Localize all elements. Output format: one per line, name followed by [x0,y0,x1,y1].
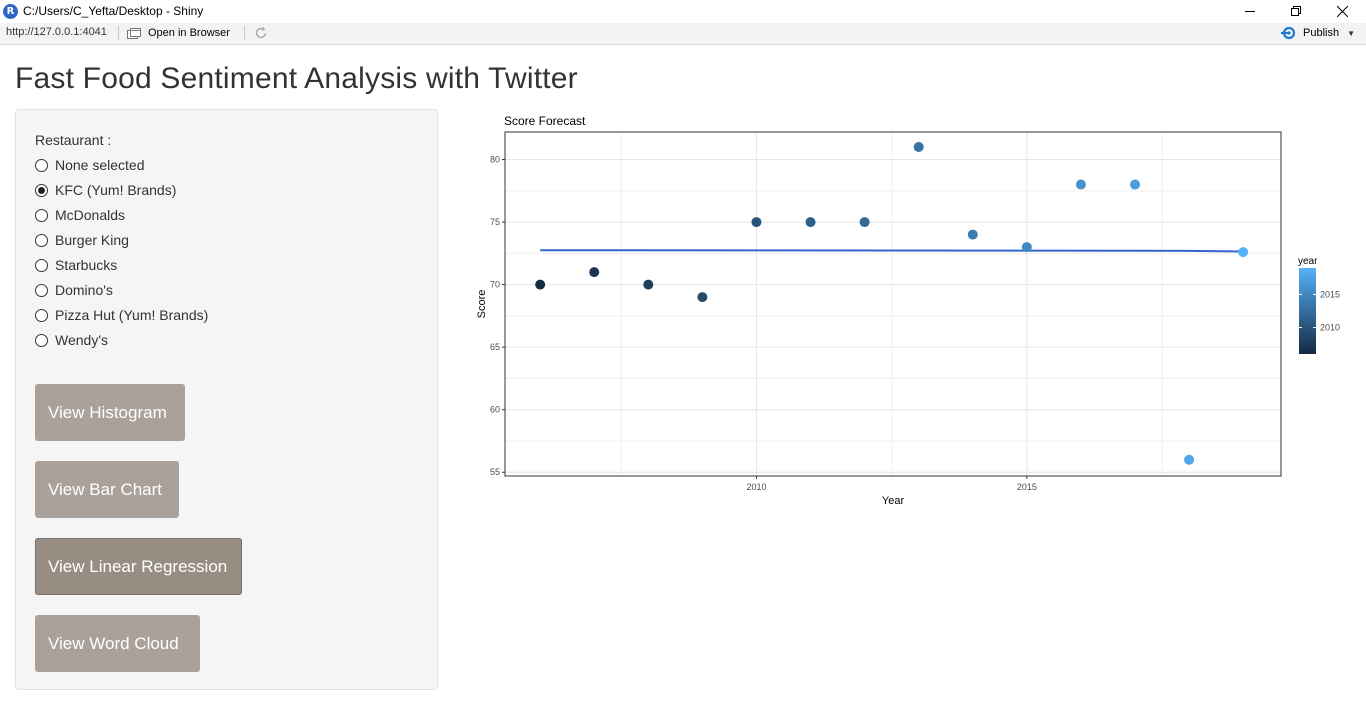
x-tick-label: 2015 [1017,482,1037,492]
open-in-browser-label: Open in Browser [148,27,230,39]
radio-option-burger-king[interactable]: Burger King [35,230,129,250]
browser-window-icon [127,27,141,39]
divider [118,26,119,40]
data-point [643,279,654,290]
radio-button-icon[interactable] [35,208,48,222]
y-tick-label: 70 [490,280,500,290]
radio-button-icon[interactable] [35,333,48,347]
chart-title: Score Forecast [504,114,586,128]
y-tick-label: 60 [490,405,500,415]
radio-button-icon[interactable] [35,283,48,297]
radio-button-icon[interactable] [35,258,48,272]
sidebar-panel: Restaurant : None selected KFC (Yum! Bra… [15,109,438,690]
legend-colorbar [1299,268,1316,354]
y-axis: 55 60 65 70 75 80 [490,155,505,477]
close-icon [1336,6,1348,17]
radio-button-icon[interactable] [35,158,48,172]
restore-icon [1290,6,1301,16]
grid-minor [505,132,1281,476]
minimize-button[interactable] [1227,0,1273,23]
r-logo-icon: R [3,4,18,19]
restaurant-radio-label: Restaurant : [35,132,112,148]
window-titlebar: R C:/Users/C_Yefta/Desktop - Shiny [0,0,1366,23]
publish-button[interactable]: Publish ▼ [1281,26,1355,40]
data-point [859,217,870,228]
data-point [1184,454,1195,465]
minimize-icon [1244,11,1255,12]
x-axis-label: Year [882,495,905,507]
divider [244,26,245,40]
radio-button-icon[interactable] [35,233,48,247]
radio-option-label: Burger King [55,232,129,248]
trend-line [540,249,1244,253]
page-title: Fast Food Sentiment Analysis with Twitte… [15,62,578,95]
radio-option-kfc[interactable]: KFC (Yum! Brands) [35,180,176,200]
data-points [535,142,1249,465]
chevron-down-icon[interactable]: ▼ [1347,28,1355,38]
data-point [913,142,924,153]
radio-option-label: None selected [55,157,145,173]
data-point [1021,242,1032,253]
radio-option-label: McDonalds [55,207,126,223]
radio-option-wendys[interactable]: Wendy's [35,330,108,350]
radio-option-dominos[interactable]: Domino's [35,280,113,300]
score-forecast-chart: Score Forecast 55 60 65 70 75 80 2010 2015 Yea… [476,114,1340,507]
close-button[interactable] [1319,0,1365,23]
radio-option-label: KFC (Yum! Brands) [55,182,177,198]
legend-tick-label: 2010 [1320,323,1340,333]
url-text[interactable]: http://127.0.0.1:4041 [6,26,107,38]
radio-button-icon[interactable] [35,308,48,322]
data-point [1129,179,1140,190]
legend-title: year [1298,256,1318,267]
legend-ticks: 2010 2015 [1299,289,1340,333]
window-title: C:/Users/C_Yefta/Desktop - Shiny [23,4,204,18]
open-in-browser-button[interactable]: Open in Browser [127,25,230,41]
radio-button-checked-icon[interactable] [35,183,48,197]
y-tick-label: 55 [490,467,500,477]
view-word-cloud-button[interactable]: View Word Cloud [35,615,200,672]
data-point [1238,247,1249,258]
radio-option-label: Wendy's [55,332,108,348]
plot-panel-border [504,131,1282,477]
restore-button[interactable] [1273,0,1319,23]
data-point [967,229,978,240]
publish-label: Publish [1303,27,1340,39]
y-tick-label: 80 [490,155,500,165]
radio-option-mcdonalds[interactable]: McDonalds [35,205,125,225]
radio-option-label: Domino's [55,282,113,298]
y-tick-label: 65 [490,342,500,352]
x-axis: 2010 2015 [746,476,1037,492]
data-point [589,267,600,278]
radio-option-label: Pizza Hut (Yum! Brands) [55,307,209,323]
radio-option-starbucks[interactable]: Starbucks [35,255,117,275]
data-point [697,292,708,303]
view-histogram-button[interactable]: View Histogram [35,384,185,441]
publish-icon [1281,26,1296,40]
radio-option-label: Starbucks [55,257,118,273]
refresh-icon[interactable] [254,26,268,40]
legend-tick-label: 2015 [1320,289,1340,299]
view-bar-chart-button[interactable]: View Bar Chart [35,461,179,518]
data-point [751,217,762,228]
radio-option-none-selected[interactable]: None selected [35,155,145,175]
data-point [535,279,546,290]
y-tick-label: 75 [490,217,500,227]
view-linear-regression-button[interactable]: View Linear Regression [35,538,242,595]
year-legend: year 2010 2015 [1298,256,1340,354]
url-bar: http://127.0.0.1:4041 Open in Browser Pu… [0,23,1366,45]
data-point [1075,179,1086,190]
data-point [805,217,816,228]
x-tick-label: 2010 [746,482,766,492]
radio-option-pizza-hut[interactable]: Pizza Hut (Yum! Brands) [35,305,208,325]
grid-major [505,132,1281,476]
y-axis-label: Score [476,290,488,319]
